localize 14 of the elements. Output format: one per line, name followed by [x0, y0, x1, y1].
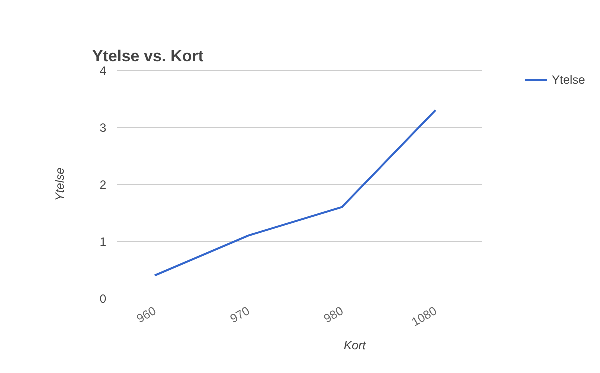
chart-title: Ytelse vs. Kort — [92, 48, 204, 66]
x-tick-label: 970 — [228, 304, 253, 326]
y-axis-title: Ytelse — [52, 168, 67, 202]
y-tick-label: 3 — [100, 121, 107, 135]
x-tick-label: 980 — [322, 304, 346, 326]
x-tick-label: 960 — [134, 304, 159, 326]
line-series — [154, 109, 437, 277]
y-tick-label: 1 — [100, 235, 107, 249]
y-tick-label: 4 — [100, 64, 107, 78]
y-tick-label: 2 — [100, 178, 107, 192]
y-tick-label: 0 — [100, 292, 107, 306]
legend-label: Ytelse — [552, 73, 586, 87]
x-axis-title: Kort — [344, 338, 367, 353]
x-tick-label: 1080 — [409, 304, 440, 330]
